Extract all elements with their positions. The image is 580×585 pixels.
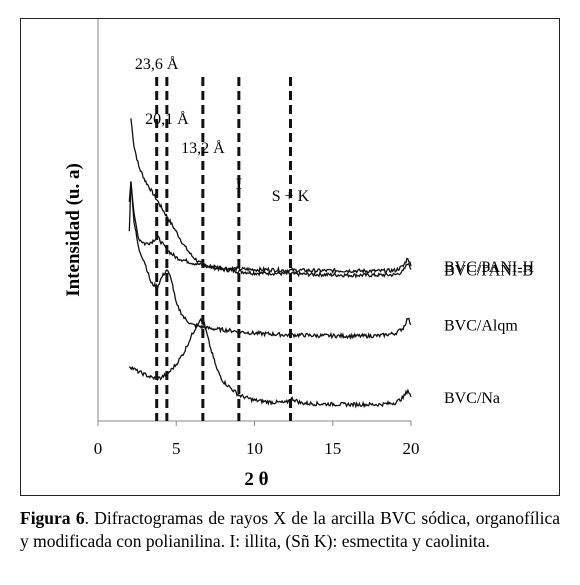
reference-label: 23,6 Å (135, 55, 179, 73)
caption-text: . Difractogramas de rayos X de la arcill… (20, 508, 560, 551)
series-line (128, 317, 412, 409)
series-line (128, 181, 412, 340)
figure-label: Figura 6 (20, 508, 85, 528)
x-tick-label: 10 (246, 439, 263, 458)
series-label: BVC/Alqm (444, 318, 518, 335)
figure-caption: Figura 6. Difractogramas de rayos X de l… (20, 507, 560, 553)
series-label: BVC/PANI-B (444, 263, 533, 280)
reference-label: I (236, 176, 242, 193)
x-axis-title: 2 θ (244, 469, 268, 490)
reference-label: S + K (272, 188, 310, 205)
x-tick-label: 20 (403, 439, 420, 458)
reference-label: 20,1 Å (145, 110, 189, 128)
series-line (130, 118, 412, 279)
series-line (128, 181, 412, 275)
x-tick-label: 5 (172, 439, 181, 458)
series-label: BVC/PANI-H (444, 259, 535, 276)
chart-frame: 0 5 10 15 20 2 θ Intensidad (u. a) BVC/PANI-B BV… (20, 18, 560, 496)
x-tick-label: 15 (324, 439, 341, 458)
reference-label: 13,2 Å (181, 139, 225, 157)
series-label: BVC/Na (444, 390, 500, 407)
y-axis-title: Intensidad (u. a) (63, 163, 84, 297)
x-tick-label: 0 (94, 439, 103, 458)
